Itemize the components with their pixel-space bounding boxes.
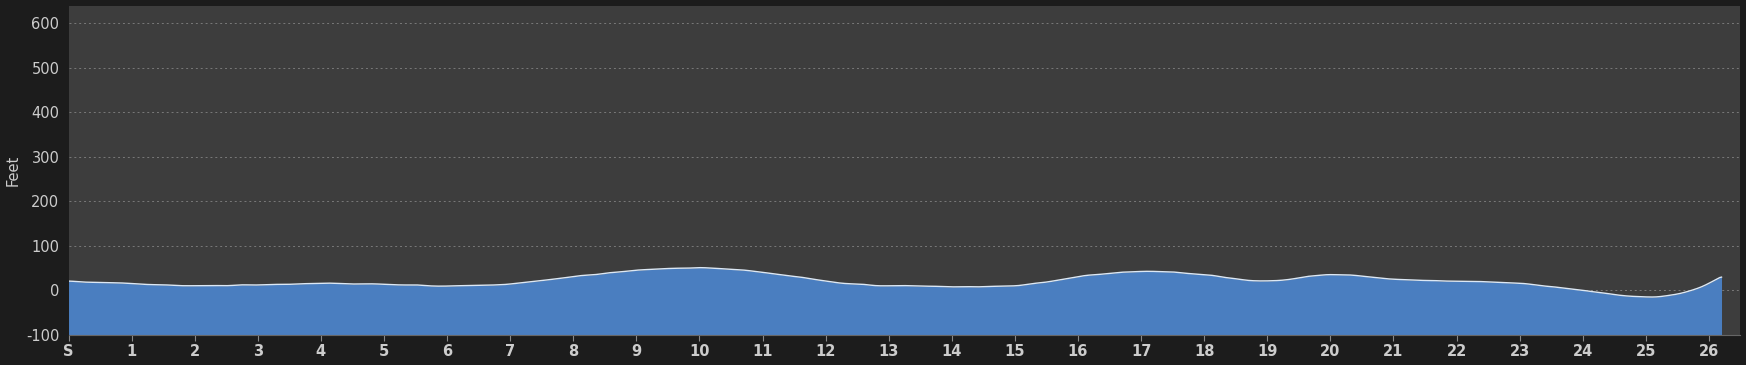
Y-axis label: Feet: Feet bbox=[5, 154, 21, 186]
